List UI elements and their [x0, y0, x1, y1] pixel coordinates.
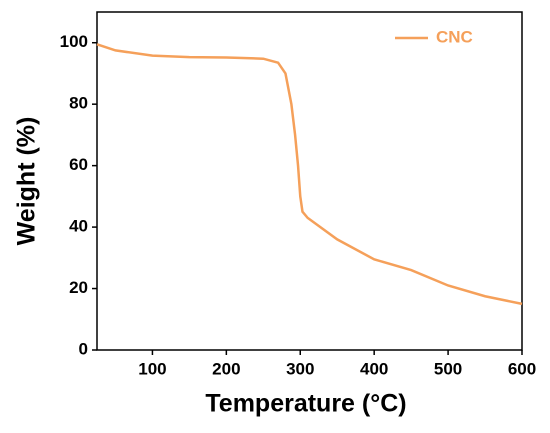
y-tick-label: 0: [79, 339, 88, 358]
x-tick-label: 100: [138, 359, 166, 378]
legend-label: CNC: [436, 27, 473, 46]
data-line: [96, 43, 523, 306]
x-tick-label: 200: [212, 359, 240, 378]
y-tick-label: 80: [69, 94, 88, 113]
y-axis-label: Weight (%): [13, 117, 41, 246]
plot-frame: [96, 11, 523, 351]
x-tick-label: 400: [360, 359, 388, 378]
y-tick-label: 20: [69, 278, 88, 297]
x-tick-label: 600: [508, 359, 536, 378]
y-tick-label: 60: [69, 155, 88, 174]
x-tick-label: 300: [286, 359, 314, 378]
x-tick-label: 500: [434, 359, 462, 378]
y-tick-label: 40: [69, 217, 88, 236]
y-tick-label: 100: [60, 32, 88, 51]
x-axis-label: Temperature (°C): [205, 390, 406, 418]
